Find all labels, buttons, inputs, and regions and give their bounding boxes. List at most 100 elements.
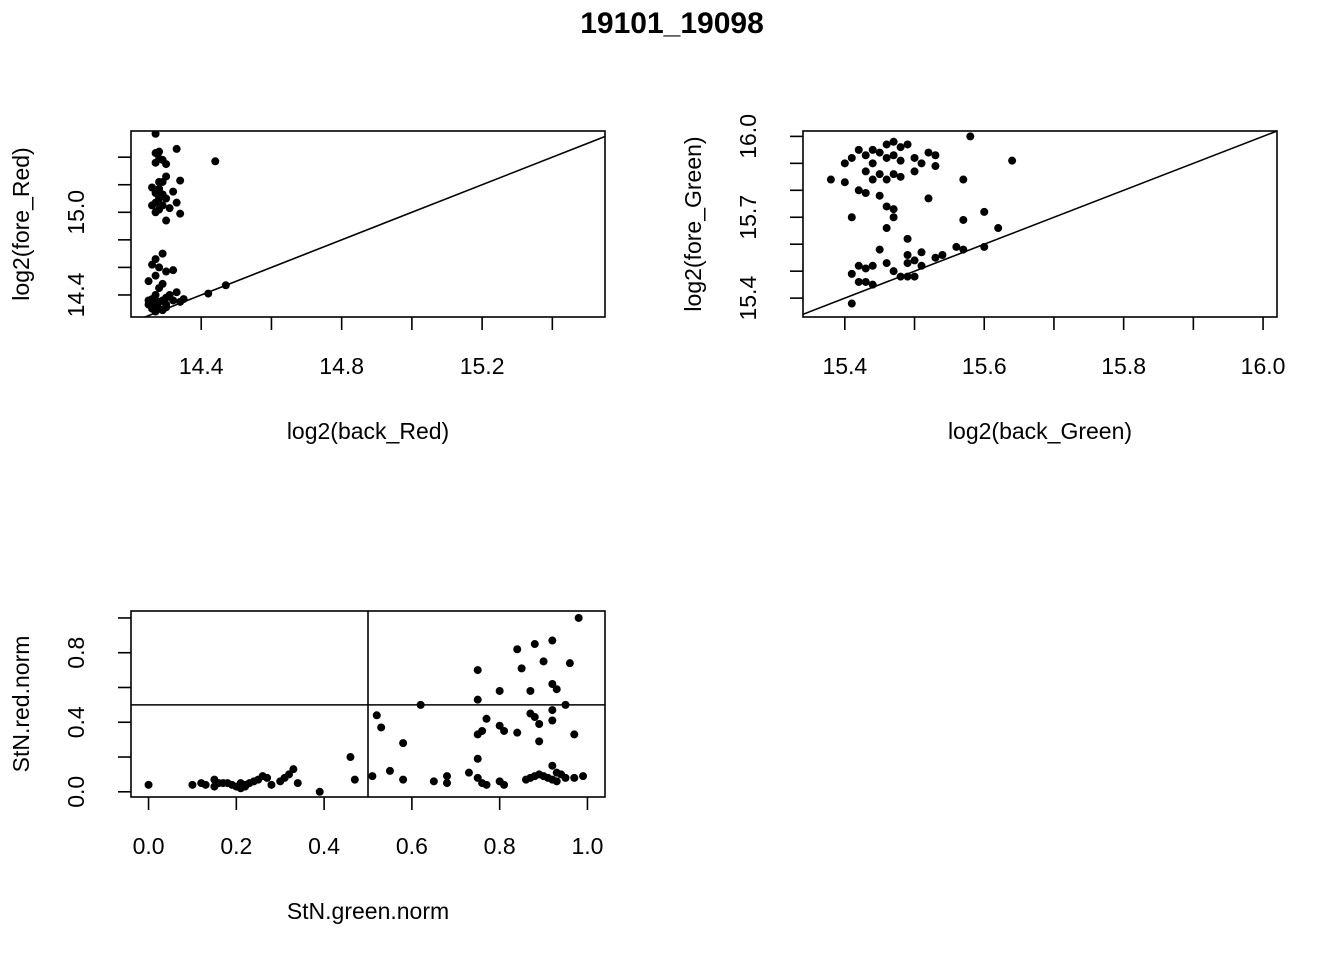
x-tick-label: 15.2 <box>460 353 505 379</box>
data-point <box>473 754 482 763</box>
y-tick-label: 15.4 <box>735 276 761 321</box>
data-point <box>539 657 548 666</box>
data-point <box>464 768 473 777</box>
data-point <box>875 191 884 200</box>
data-point <box>162 216 171 225</box>
data-point <box>176 297 185 306</box>
data-point <box>155 177 164 186</box>
x-tick-label: 0.8 <box>484 833 516 859</box>
x-axis-label: log2(back_Green) <box>948 418 1132 444</box>
panel-green: 15.4 15.6 15.8 16.0 15.4 15.7 16.0 log2(back_Gr… <box>680 114 1286 444</box>
data-point <box>903 251 912 259</box>
data-point <box>931 253 940 262</box>
data-point <box>346 753 355 762</box>
data-point <box>896 156 905 165</box>
data-point <box>959 175 968 184</box>
plot-frame <box>802 130 1278 318</box>
plot-frame <box>130 610 606 798</box>
data-point <box>315 787 324 796</box>
data-point <box>169 266 178 275</box>
data-point <box>535 737 544 746</box>
data-point <box>478 726 487 735</box>
data-point <box>579 772 588 781</box>
x-axis-label: log2(back_Red) <box>287 418 449 444</box>
data-point <box>172 198 181 207</box>
data-point <box>204 289 213 298</box>
data-point <box>966 132 975 141</box>
data-point <box>938 251 947 259</box>
data-point <box>847 299 856 308</box>
data-point <box>188 780 197 789</box>
x-tick-label: 1.0 <box>571 833 603 859</box>
data-point <box>155 263 164 272</box>
data-point <box>924 148 933 157</box>
y-axis-label: log2(fore_Green) <box>680 136 706 311</box>
data-point <box>570 773 579 782</box>
data-point <box>535 719 544 728</box>
data-point <box>854 261 863 270</box>
data-point <box>565 659 574 668</box>
x-tick-label: 16.0 <box>1241 353 1286 379</box>
data-point <box>840 178 849 187</box>
x-tick-label: 0.2 <box>220 833 252 859</box>
x-tick-label: 0.0 <box>133 833 165 859</box>
data-point <box>548 716 557 725</box>
data-point <box>861 151 870 160</box>
identity-line <box>803 131 1277 316</box>
data-point <box>513 728 522 737</box>
data-point <box>201 780 210 789</box>
data-point <box>162 160 171 169</box>
data-point <box>148 201 157 210</box>
data-point <box>399 739 408 748</box>
data-point <box>548 706 557 715</box>
data-point <box>289 765 298 774</box>
data-point <box>263 773 272 782</box>
data-point <box>530 713 539 722</box>
x-tick-label: 14.4 <box>179 353 224 379</box>
figure-title: 19101_19098 <box>580 7 764 40</box>
data-point <box>924 194 933 203</box>
data-point <box>172 288 181 297</box>
plot-frame <box>130 130 606 318</box>
x-tick-label: 14.8 <box>319 353 364 379</box>
data-point <box>882 259 891 268</box>
data-point <box>513 645 522 654</box>
data-point <box>548 636 557 645</box>
data-point <box>875 245 884 254</box>
data-point <box>267 780 276 789</box>
data-point <box>500 780 509 789</box>
data-point <box>875 148 884 157</box>
data-point <box>889 205 898 214</box>
data-point <box>372 711 381 720</box>
data-point <box>151 307 160 316</box>
data-point <box>903 234 912 243</box>
data-point <box>151 208 160 217</box>
y-tick-label: 15.7 <box>735 195 761 240</box>
data-point <box>861 277 870 286</box>
data-point <box>148 299 157 308</box>
data-point <box>151 131 160 138</box>
data-point <box>429 777 438 786</box>
data-point <box>994 224 1003 233</box>
data-point <box>169 187 178 196</box>
y-tick-label: 0.0 <box>63 776 89 808</box>
x-tick-label: 15.6 <box>962 353 1007 379</box>
x-tick-label: 0.4 <box>308 833 340 859</box>
data-point <box>473 695 482 704</box>
data-point <box>917 248 926 257</box>
data-point <box>980 207 989 216</box>
data-point <box>847 153 856 162</box>
data-point <box>959 245 968 254</box>
data-point <box>368 772 377 781</box>
data-point <box>847 213 856 222</box>
data-point <box>931 162 940 171</box>
data-point <box>495 721 504 730</box>
data-point <box>162 300 171 309</box>
data-point <box>416 700 425 709</box>
data-point <box>144 780 153 789</box>
data-point <box>151 158 160 167</box>
data-point <box>861 189 870 197</box>
data-point <box>931 151 940 160</box>
data-point <box>952 242 961 251</box>
